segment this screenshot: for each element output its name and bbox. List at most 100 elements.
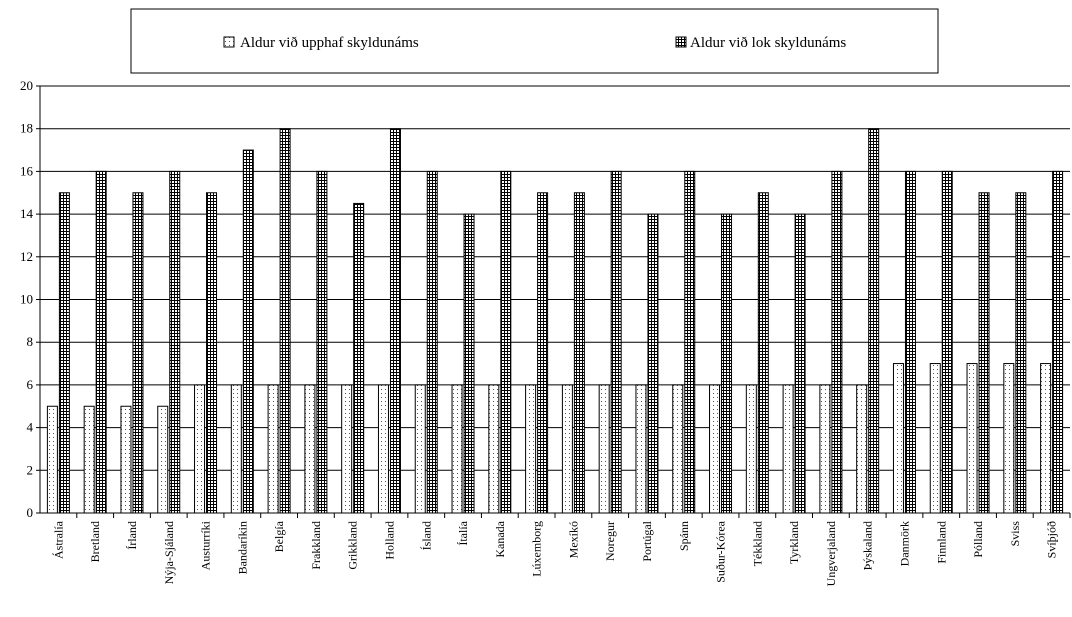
axes: [36, 85, 1071, 518]
x-category-label: Ítalía: [456, 520, 470, 545]
y-tick-labels: 0 2 4 6 8 10 12 14 16 18 20: [20, 78, 34, 520]
bar-end-age: [95, 170, 107, 514]
bar-end-age: [647, 213, 659, 514]
bar-end-age: [316, 170, 328, 514]
bar-end-age: [1015, 192, 1027, 514]
x-category-label: Pólland: [971, 521, 985, 558]
x-category-label: Tékkland: [750, 521, 764, 566]
bar-end-age: [353, 202, 365, 514]
bar-start-age: [709, 384, 721, 514]
y-tick-label: 8: [27, 334, 34, 349]
bar-end-age: [757, 192, 769, 514]
x-category-label: Þýskaland: [861, 521, 875, 570]
x-category-label: Portúgal: [640, 520, 654, 561]
x-category-label: Nýja-Sjáland: [162, 521, 176, 584]
bar-start-age: [304, 384, 316, 514]
bar-end-age: [941, 170, 953, 514]
x-category-label: Frakkland: [309, 521, 323, 570]
bars: [46, 128, 1064, 514]
x-category-label: Kanada: [493, 520, 507, 557]
bar-start-age: [782, 384, 794, 514]
bar-start-age: [194, 384, 206, 514]
x-category-label: Belgía: [272, 520, 286, 552]
bar-end-age: [684, 170, 696, 514]
x-category-label: Austurríki: [199, 520, 213, 570]
bar-start-age: [120, 405, 132, 514]
bar-start-age: [929, 363, 941, 514]
bar-start-age: [488, 384, 500, 514]
y-tick-label: 14: [20, 206, 34, 221]
bar-end-age: [206, 192, 218, 514]
bar-start-age: [83, 405, 95, 514]
bar-start-age: [451, 384, 463, 514]
bar-start-age: [598, 384, 610, 514]
bar-end-age: [721, 213, 733, 514]
y-tick-label: 16: [20, 163, 34, 178]
bar-end-age: [1052, 170, 1064, 514]
bar-end-age: [132, 192, 144, 514]
x-category-label: Holland: [382, 521, 396, 560]
y-tick-label: 18: [20, 121, 33, 136]
x-category-label: Lúxemborg: [530, 521, 544, 577]
bar-end-age: [537, 192, 549, 514]
y-tick-label: 6: [27, 377, 34, 392]
bar-start-age: [856, 384, 868, 514]
bar-start-age: [46, 405, 58, 514]
x-category-label: Mexíkó: [566, 521, 580, 558]
bar-end-age: [868, 128, 880, 514]
bar-end-age: [58, 192, 70, 514]
y-tick-label: 10: [20, 292, 33, 307]
bar-start-age: [414, 384, 426, 514]
x-category-label: Írland: [125, 521, 139, 550]
x-category-label: Grikkland: [346, 521, 360, 570]
y-tick-label: 2: [27, 462, 34, 477]
bar-start-age: [819, 384, 831, 514]
bar-end-age: [500, 170, 512, 514]
bar-start-age: [341, 384, 353, 514]
bar-end-age: [279, 128, 291, 514]
bar-start-age: [672, 384, 684, 514]
bar-end-age: [389, 128, 401, 514]
bar-start-age: [267, 384, 279, 514]
bar-end-age: [169, 170, 181, 514]
y-tick-label: 4: [27, 420, 34, 435]
bar-end-age: [978, 192, 990, 514]
bar-end-age: [831, 170, 843, 514]
y-tick-label: 0: [27, 505, 34, 520]
bar-end-age: [426, 170, 438, 514]
bar-end-age: [463, 213, 475, 514]
x-category-label: Finnland: [934, 521, 948, 564]
bar-start-age: [230, 384, 242, 514]
y-tick-label: 20: [20, 78, 33, 93]
bar-end-age: [573, 192, 585, 514]
bar-start-age: [377, 384, 389, 514]
bar-start-age: [892, 363, 904, 514]
x-category-label: Spánn: [677, 521, 691, 551]
bar-start-age: [635, 384, 647, 514]
x-category-label: Bandaríkin: [235, 521, 249, 574]
legend-swatch-end: [675, 36, 687, 48]
x-category-label: Bretland: [88, 521, 102, 562]
bar-end-age: [242, 149, 254, 514]
x-category-label: Ungverjaland: [824, 521, 838, 586]
bar-start-age: [1003, 363, 1015, 514]
legend-label-start: Aldur við upphaf skyldunáms: [240, 35, 419, 51]
legend: Aldur við upphaf skyldunáms Aldur við lo…: [130, 8, 939, 74]
x-category-labels: Ástralía Bretland Írland Nýja-Sjáland Austur…: [51, 520, 1058, 586]
x-category-label: Sviss: [1008, 521, 1022, 547]
x-category-label: Svíþjóð: [1045, 521, 1059, 558]
x-category-label: Noregur: [603, 521, 617, 561]
bar-start-age: [745, 384, 757, 514]
x-category-label: Suður-Kórea: [714, 520, 728, 582]
x-category-label: Tyrkland: [787, 521, 801, 564]
bar-end-age: [904, 170, 916, 514]
bar-start-age: [966, 363, 978, 514]
x-category-label: Ástralía: [51, 520, 65, 559]
legend-label-end: Aldur við lok skyldunáms: [690, 35, 846, 51]
bar-start-age: [1040, 363, 1052, 514]
y-tick-label: 12: [20, 249, 33, 264]
bar-start-age: [157, 405, 169, 514]
legend-box: [130, 8, 939, 74]
x-category-label: Ísland: [419, 521, 433, 550]
